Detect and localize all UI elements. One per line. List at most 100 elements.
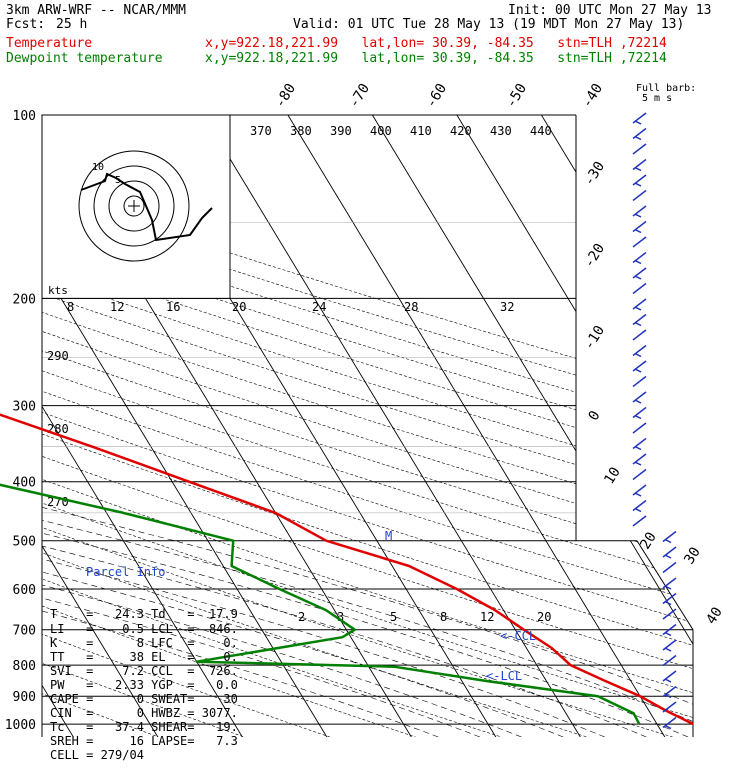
moist-adiabat-line <box>42 298 605 737</box>
pressure-tick-label: 500 <box>13 535 36 550</box>
dry-adiabat-line <box>42 115 693 737</box>
parcel-rows: T = 24.3 Td = 17.9 LI = 0.5 LCL = 846. K =… <box>50 607 258 762</box>
parcel-info-row: SREH = 16 LAPSE= 7.3 <box>50 734 238 749</box>
theta-label: 390 <box>330 124 352 138</box>
dry-adiabat-line <box>42 115 693 737</box>
wind-barb-flag <box>634 228 642 234</box>
isotherm-label: -80 <box>272 81 299 111</box>
model-title: 3km ARW-WRF -- NCAR/MMM <box>6 3 187 18</box>
isotherm-label: -40 <box>579 81 606 111</box>
valid-time: Valid: 01 UTC Tue 28 May 13 (19 MDT Mon … <box>293 17 685 32</box>
isotherm-label: -60 <box>423 81 450 111</box>
wind-barb <box>632 282 647 295</box>
dry-adiabat-line <box>42 115 693 737</box>
wind-barb-flag <box>664 585 672 590</box>
moist-adiabat-line <box>42 298 647 737</box>
mixing-ratio-label: 12 <box>110 300 124 314</box>
mixing-ratio-label: 20 <box>232 300 246 314</box>
pressure-tick-label: 400 <box>13 476 36 491</box>
hodograph-ring <box>93 165 175 247</box>
isotherm-label: -30 <box>581 159 608 189</box>
moist-adiabat-line <box>42 298 564 737</box>
mixing-ratio-label: 8 <box>440 610 447 624</box>
wind-barb-flag <box>664 600 672 606</box>
mixing-ratio-label: 8 <box>67 300 74 314</box>
parcel-info-row: K = 8 LFC = 0. <box>50 635 238 650</box>
dewpoint-profile <box>0 483 641 725</box>
wind-barb <box>632 468 647 481</box>
parcel-info-title: Parcel Info <box>86 565 166 580</box>
theta-label: 400 <box>370 124 392 138</box>
hodograph-ring-label: 10 <box>92 162 104 173</box>
grid-layer <box>42 115 693 737</box>
parcel-info-row: SVI = 7.2 CCL = 726. <box>50 663 238 678</box>
right-slant <box>636 540 694 631</box>
hodograph-ring <box>108 180 160 232</box>
isotherm-label: -50 <box>503 81 530 111</box>
isotherm-line <box>42 115 243 737</box>
wind-barb-flag <box>634 321 642 327</box>
temperature-profile <box>0 413 694 726</box>
wind-barb-flag <box>634 507 642 513</box>
parcel-info-row: CELL = 279/04 <box>50 748 144 763</box>
dry-adiabat-line <box>42 115 693 737</box>
theta-label: 370 <box>250 124 272 138</box>
wind-barb <box>632 329 647 341</box>
wind-barb-flag <box>634 492 642 497</box>
pressure-tick-label: 600 <box>13 583 36 598</box>
moist-adiabat-line <box>42 298 693 737</box>
dry-adiabat-line <box>42 115 330 737</box>
wind-barb-flag <box>634 259 642 265</box>
isotherm-label: -20 <box>581 241 608 271</box>
mixing-ratio-label: 20 <box>537 610 551 624</box>
isotherm-label: 0 <box>586 408 604 424</box>
wind-barb-flag <box>664 693 672 699</box>
theta-label: 430 <box>490 124 512 138</box>
isotherm-line <box>287 115 666 737</box>
theta-label: 380 <box>290 124 312 138</box>
wind-barb-flag <box>634 461 642 466</box>
wind-barb <box>662 608 677 620</box>
isotherm-line <box>42 115 328 737</box>
lcl-annotation: <-LCL <box>486 669 522 683</box>
dry-adiabat-line <box>42 115 693 737</box>
isotherm-line <box>203 115 581 737</box>
wind-barb-flag <box>634 445 642 451</box>
theta-label: 290 <box>47 349 69 363</box>
isotherm-label: 20 <box>637 529 660 552</box>
dry-adiabat-line <box>42 115 693 737</box>
dry-adiabat-line <box>42 115 693 737</box>
wind-barb-flag <box>634 182 642 187</box>
pressure-tick-label: 800 <box>13 659 36 674</box>
barb-legend-title: Full barb: <box>636 83 697 94</box>
mixing-ratio-label: 16 <box>166 300 180 314</box>
moist-adiabat-line <box>42 298 522 737</box>
parcel-info-row: T = 24.3 Td = 17.9 <box>50 607 238 622</box>
wind-barb-flag <box>634 414 642 420</box>
pressure-tick-label: 1000 <box>5 718 36 733</box>
dry-adiabat-line <box>42 115 502 737</box>
theta-label: 440 <box>530 124 552 138</box>
mixing-ratio-label: 24 <box>312 300 326 314</box>
moist-adiabat-line <box>42 298 689 737</box>
hodograph-trace <box>80 172 213 242</box>
parcel-info-panel: Parcel Info T = 24.3 Td = 17.9 LI = 0.5 L… <box>50 537 258 777</box>
dry-adiabat-line <box>42 115 693 737</box>
wind-barb-flag <box>634 352 642 358</box>
wind-barb <box>662 701 677 713</box>
wind-barb-flag <box>664 724 672 730</box>
wind-barb-flag <box>634 399 642 404</box>
dry-adiabat-line <box>42 115 693 737</box>
ccl-annotation: <-CCL <box>500 629 536 643</box>
dry-adiabat-line <box>42 115 416 737</box>
barb-legend-unit: 5 m s <box>642 93 673 104</box>
fcst-value: 25 h <box>56 17 88 32</box>
parcel-info-row: LI = 0.5 LCL = 846. <box>50 621 238 636</box>
dry-adiabat-line <box>42 115 245 737</box>
pressure-tick-label: 700 <box>13 624 36 639</box>
hodograph-ring <box>78 150 190 262</box>
isotherm-label: -70 <box>346 81 373 111</box>
pressure-tick-label: 200 <box>13 292 36 307</box>
hodograph-ring-label: 5 <box>115 175 121 186</box>
isotherm-label: 40 <box>703 604 726 627</box>
